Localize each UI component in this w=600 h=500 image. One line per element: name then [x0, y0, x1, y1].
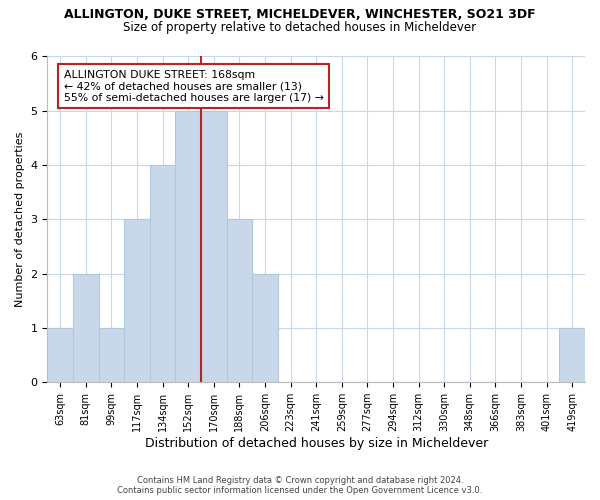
Bar — [201, 111, 227, 382]
X-axis label: Distribution of detached houses by size in Micheldever: Distribution of detached houses by size … — [145, 437, 488, 450]
Bar — [47, 328, 73, 382]
Bar — [73, 274, 98, 382]
Bar — [98, 328, 124, 382]
Text: Size of property relative to detached houses in Micheldever: Size of property relative to detached ho… — [124, 21, 476, 34]
Bar — [150, 165, 175, 382]
Bar — [175, 111, 201, 382]
Bar — [227, 220, 252, 382]
Text: ALLINGTON, DUKE STREET, MICHELDEVER, WINCHESTER, SO21 3DF: ALLINGTON, DUKE STREET, MICHELDEVER, WIN… — [64, 8, 536, 20]
Bar — [559, 328, 585, 382]
Text: Contains HM Land Registry data © Crown copyright and database right 2024.
Contai: Contains HM Land Registry data © Crown c… — [118, 476, 482, 495]
Y-axis label: Number of detached properties: Number of detached properties — [15, 132, 25, 307]
Bar — [124, 220, 150, 382]
Bar — [252, 274, 278, 382]
Text: ALLINGTON DUKE STREET: 168sqm
← 42% of detached houses are smaller (13)
55% of s: ALLINGTON DUKE STREET: 168sqm ← 42% of d… — [64, 70, 323, 102]
